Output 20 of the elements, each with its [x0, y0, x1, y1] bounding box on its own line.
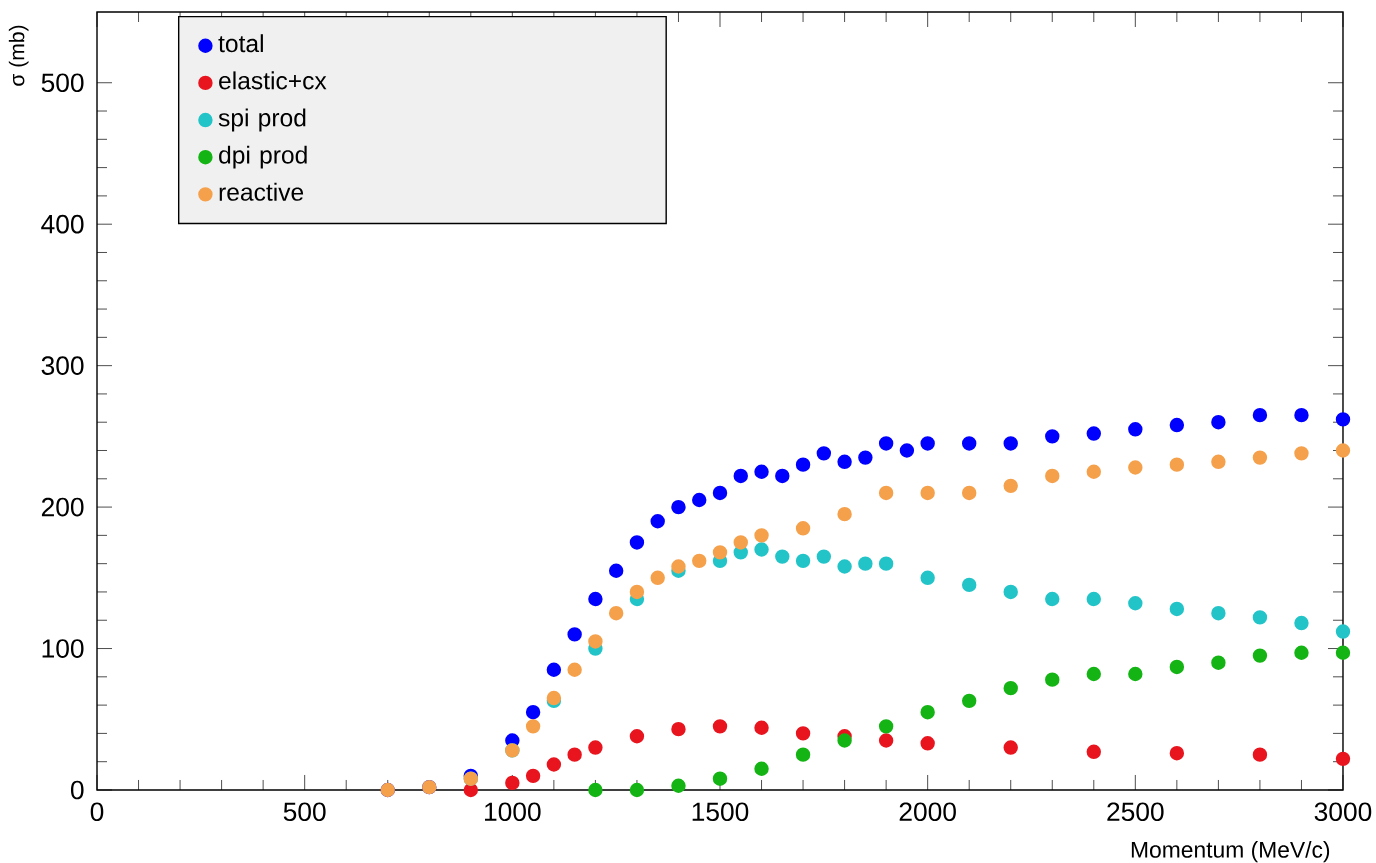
y-axis-title: σ (mb): [8, 25, 29, 86]
y-tick-label: 400: [41, 214, 84, 234]
y-tick-label: 500: [41, 73, 84, 93]
x-tick-label: 2000: [899, 802, 956, 822]
x-tick-label: 3000: [1314, 802, 1372, 822]
x-tick-label: 2500: [1107, 802, 1164, 822]
y-tick-label: 200: [41, 497, 84, 517]
legend-label: reactive: [219, 182, 304, 201]
legend-label: dpi prod: [219, 145, 307, 169]
y-tick-label: 0: [70, 780, 84, 800]
x-tick-label: 1000: [485, 802, 541, 822]
x-tick-label: 1500: [692, 802, 749, 822]
x-tick-label: 500: [283, 802, 326, 822]
y-tick-label: 300: [41, 356, 84, 375]
legend-label: elastic+cx: [219, 71, 327, 90]
legend-label: spi prod: [218, 108, 306, 132]
x-tick-label: 0: [90, 802, 104, 822]
legend-label: total: [218, 34, 263, 53]
x-axis-title: Momentum (MeV/c): [1131, 841, 1330, 863]
y-tick-label: 100: [42, 639, 84, 658]
